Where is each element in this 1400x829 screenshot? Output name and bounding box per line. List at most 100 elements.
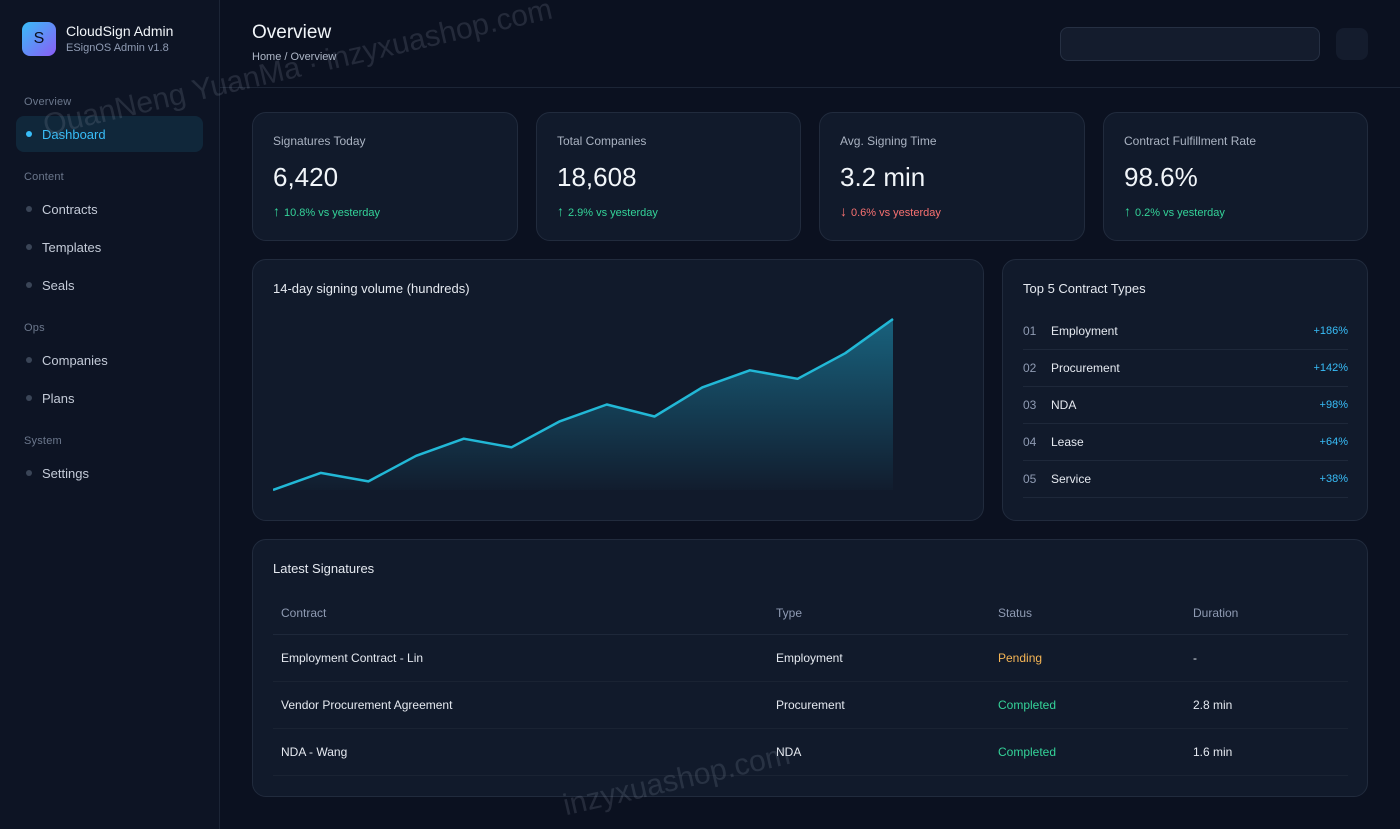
sidebar-item-label: Settings <box>42 465 89 481</box>
stat-label: Contract Fulfillment Rate <box>1124 134 1257 148</box>
card-title: Latest Signatures <box>273 561 375 576</box>
arrow-up-icon: ↑ <box>1124 203 1131 219</box>
sidebar: S CloudSign Admin ESignOS Admin v1.8 Ove… <box>0 0 220 829</box>
table-row[interactable]: Employment Contract - Lin Employment Pen… <box>273 634 1348 682</box>
type-name: Lease <box>1051 435 1084 449</box>
nav-section-ops: Ops <box>24 322 45 334</box>
table-row[interactable]: Vendor Procurement Agreement Procurement… <box>273 681 1348 729</box>
rank: 04 <box>1023 435 1037 449</box>
list-item[interactable]: 05 Service +38% <box>1023 461 1348 498</box>
stat-card-total-companies: Total Companies 18,608 ↑ 2.9% vs yesterda… <box>536 112 801 241</box>
brand-name: CloudSign Admin <box>66 23 174 39</box>
sidebar-item-label: Seals <box>42 277 75 293</box>
rank: 01 <box>1023 324 1037 338</box>
stat-label: Signatures Today <box>273 134 366 148</box>
column-header-duration[interactable]: Duration <box>1185 592 1348 635</box>
growth-pct: +64% <box>1319 436 1348 448</box>
stat-delta: ↑ 10.8% vs yesterday <box>273 203 380 219</box>
type-name: Employment <box>1051 324 1118 338</box>
dot-icon <box>26 395 32 401</box>
type-name: Procurement <box>1051 361 1120 375</box>
status-badge: Completed <box>990 728 1185 776</box>
rank: 05 <box>1023 472 1037 486</box>
type-cell: Procurement <box>768 681 990 729</box>
growth-pct: +186% <box>1313 325 1348 337</box>
list-item[interactable]: 03 NDA +98% <box>1023 387 1348 424</box>
sidebar-item-companies[interactable]: Companies <box>16 342 203 378</box>
duration-cell: 1.6 min <box>1185 728 1348 776</box>
nav-section-system: System <box>24 435 62 447</box>
chart-area-fill <box>273 319 893 490</box>
duration-cell: - <box>1185 634 1348 682</box>
rank: 02 <box>1023 361 1037 375</box>
type-cell: NDA <box>768 728 990 776</box>
sidebar-item-seals[interactable]: Seals <box>16 267 203 303</box>
stat-label: Avg. Signing Time <box>840 134 937 148</box>
arrow-up-icon: ↑ <box>273 203 280 219</box>
type-name: Service <box>1051 472 1092 486</box>
table-row[interactable]: NDA - Wang NDA Completed 1.6 min <box>273 728 1348 776</box>
brand-version: ESignOS Admin v1.8 <box>66 42 169 54</box>
signing-volume-card: 14-day signing volume (hundreds) <box>252 259 984 521</box>
stat-card-avg-signing-time: Avg. Signing Time 3.2 min ↓ 0.6% vs yeste… <box>819 112 1085 241</box>
stat-value: 3.2 min <box>840 162 926 192</box>
dot-icon <box>26 470 32 476</box>
list-item[interactable]: 01 Employment +186% <box>1023 313 1348 350</box>
nav-section-overview: Overview <box>24 96 72 108</box>
sidebar-item-label: Templates <box>42 239 102 255</box>
contract-cell: Employment Contract - Lin <box>273 634 768 682</box>
duration-cell: 2.8 min <box>1185 681 1348 729</box>
column-header-status[interactable]: Status <box>990 592 1185 635</box>
sidebar-item-label: Dashboard <box>42 126 106 142</box>
stat-delta: ↓ 0.6% vs yesterday <box>840 203 941 219</box>
dot-icon <box>26 244 32 250</box>
growth-pct: +38% <box>1319 473 1348 485</box>
sidebar-item-plans[interactable]: Plans <box>16 380 203 416</box>
brand: S CloudSign Admin ESignOS Admin v1.8 <box>22 22 173 56</box>
signatures-table: Contract Type Status Duration Employment… <box>273 592 1348 776</box>
sidebar-item-settings[interactable]: Settings <box>16 455 203 491</box>
growth-pct: +142% <box>1313 362 1348 374</box>
type-name: NDA <box>1051 398 1077 412</box>
stat-delta: ↑ 2.9% vs yesterday <box>557 203 658 219</box>
stat-value: 98.6% <box>1124 162 1198 192</box>
brand-logo: S <box>22 22 56 56</box>
contract-cell: NDA - Wang <box>273 728 768 776</box>
list-item[interactable]: 04 Lease +64% <box>1023 424 1348 461</box>
page-title: Overview <box>252 22 332 43</box>
status-badge: Completed <box>990 681 1185 729</box>
stat-value: 6,420 <box>273 162 339 192</box>
growth-pct: +98% <box>1319 399 1348 411</box>
sidebar-item-label: Contracts <box>42 201 98 217</box>
card-title: Top 5 Contract Types <box>1023 281 1146 296</box>
stat-value: 18,608 <box>557 162 637 192</box>
sidebar-item-label: Plans <box>42 390 75 406</box>
search-input[interactable] <box>1060 27 1320 61</box>
header-action-button[interactable] <box>1336 28 1368 60</box>
contract-cell: Vendor Procurement Agreement <box>273 681 768 729</box>
dot-icon <box>26 282 32 288</box>
list-item[interactable]: 02 Procurement +142% <box>1023 350 1348 387</box>
top-types-list: 01 Employment +186% 02 Procurement +142%… <box>1023 313 1348 498</box>
stat-card-fulfillment-rate: Contract Fulfillment Rate 98.6% ↑ 0.2% vs… <box>1103 112 1368 241</box>
dot-icon <box>26 357 32 363</box>
latest-signatures-card: Latest Signatures Contract Type Status D… <box>252 539 1368 797</box>
stat-label: Total Companies <box>557 134 647 148</box>
dot-icon <box>26 131 32 137</box>
sidebar-item-contracts[interactable]: Contracts <box>16 191 203 227</box>
top-contract-types-card: Top 5 Contract Types 01 Employment +186%… <box>1002 259 1368 521</box>
stat-delta: ↑ 0.2% vs yesterday <box>1124 203 1225 219</box>
column-header-contract[interactable]: Contract <box>273 592 768 635</box>
sidebar-item-label: Companies <box>42 352 108 368</box>
nav-section-content: Content <box>24 171 64 183</box>
stat-card-signatures-today: Signatures Today 6,420 ↑ 10.8% vs yesterd… <box>252 112 518 241</box>
signing-volume-chart <box>273 317 894 492</box>
breadcrumb[interactable]: Home / Overview <box>252 51 337 63</box>
chart-series-line <box>273 317 894 492</box>
column-header-type[interactable]: Type <box>768 592 990 635</box>
sidebar-item-templates[interactable]: Templates <box>16 229 203 265</box>
sidebar-item-dashboard[interactable]: Dashboard <box>16 116 203 152</box>
table-header-row: Contract Type Status Duration <box>273 592 1348 635</box>
dot-icon <box>26 206 32 212</box>
rank: 03 <box>1023 398 1037 412</box>
